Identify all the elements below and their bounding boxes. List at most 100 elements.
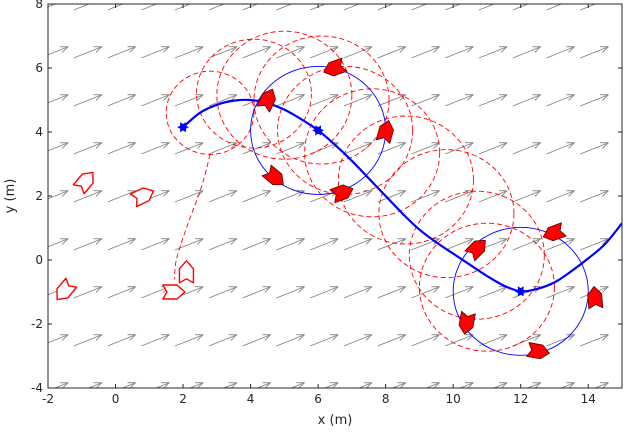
field-arrow-shaft xyxy=(343,94,372,107)
field-arrow-head xyxy=(600,334,610,341)
field-arrow-head xyxy=(465,286,475,293)
field-arrow-shaft xyxy=(377,238,406,251)
field-arrow-shaft xyxy=(546,4,563,11)
trajectory-path xyxy=(182,98,622,293)
field-arrow-shaft xyxy=(445,46,474,59)
field-arrow xyxy=(377,94,407,107)
field-arrow-head xyxy=(93,286,103,293)
field-arrow xyxy=(411,334,441,347)
field-arrow xyxy=(478,46,508,59)
vector-field xyxy=(48,4,610,388)
field-arrow-head xyxy=(194,334,204,341)
x-tick-label: 14 xyxy=(581,392,596,406)
field-arrow xyxy=(121,382,137,388)
field-arrow-head xyxy=(296,334,306,341)
field-arrow-shaft xyxy=(53,382,69,388)
field-arrow-head xyxy=(329,238,340,245)
field-arrow-shaft xyxy=(48,142,69,152)
field-arrow-shaft xyxy=(512,46,541,59)
field-arrow-head xyxy=(161,142,171,149)
field-arrow xyxy=(343,4,368,11)
field-arrow xyxy=(357,382,373,388)
field-arrow xyxy=(141,238,171,251)
field-arrow-shaft xyxy=(492,382,507,388)
field-arrow xyxy=(107,4,131,11)
field-arrow xyxy=(107,286,137,299)
field-arrow-shaft xyxy=(48,190,69,200)
vehicle-markers xyxy=(56,57,604,360)
field-arrow-shaft xyxy=(478,94,507,107)
field-arrow xyxy=(188,382,204,388)
field-arrow-head xyxy=(228,46,238,53)
field-arrow-shaft xyxy=(276,142,305,155)
field-arrow-shaft xyxy=(546,286,575,299)
field-arrow xyxy=(391,382,407,388)
field-arrow-head xyxy=(600,382,610,388)
field-arrow-shaft xyxy=(377,334,406,347)
field-arrow-head xyxy=(93,190,103,197)
field-arrow xyxy=(141,142,171,155)
field-arrow xyxy=(478,4,503,11)
field-arrow-head xyxy=(498,46,508,53)
field-arrow-head xyxy=(498,334,508,341)
field-arrow-shaft xyxy=(48,46,69,56)
field-arrow-head xyxy=(465,142,475,149)
field-arrow-shaft xyxy=(445,190,474,203)
field-arrow-shaft xyxy=(107,286,136,299)
field-arrow-shaft xyxy=(546,94,575,107)
y-tick-label: 0 xyxy=(35,253,43,267)
field-arrow-shaft xyxy=(580,334,609,347)
y-tick-label: -2 xyxy=(31,317,43,331)
field-arrow xyxy=(546,4,570,11)
field-arrow-head xyxy=(363,238,373,245)
field-arrow-head xyxy=(296,286,306,293)
field-arrow-shaft xyxy=(107,46,136,59)
field-arrow xyxy=(276,94,306,107)
vehicle-marker xyxy=(464,239,486,262)
field-arrow-shaft xyxy=(48,238,69,248)
field-arrow xyxy=(309,94,340,107)
waypoint-marker xyxy=(177,122,189,133)
field-arrow xyxy=(343,334,373,347)
field-arrow-head xyxy=(566,142,576,149)
vehicle-marker xyxy=(375,120,394,144)
field-arrow-shaft xyxy=(546,334,575,347)
field-arrow-head xyxy=(498,238,508,245)
field-arrow-shaft xyxy=(107,238,136,251)
field-arrow-head xyxy=(161,46,171,53)
field-arrow-shaft xyxy=(445,142,474,155)
field-arrow-shaft xyxy=(512,334,541,347)
field-arrow-head xyxy=(194,286,204,293)
field-arrow-shaft xyxy=(242,334,271,347)
field-arrow-shaft xyxy=(222,382,237,388)
field-arrow-shaft xyxy=(309,46,339,59)
field-arrow-head xyxy=(566,238,576,245)
field-arrow-shaft xyxy=(580,94,609,107)
field-arrow xyxy=(48,142,69,152)
vehicle-marker xyxy=(542,222,567,242)
field-arrow-head xyxy=(161,94,171,101)
field-arrow-head xyxy=(532,190,542,197)
field-arrow xyxy=(580,334,610,347)
field-arrow xyxy=(377,190,407,203)
field-arrow-head xyxy=(329,286,340,293)
field-arrow-shaft xyxy=(343,334,372,347)
field-arrow-shaft xyxy=(208,4,226,11)
field-arrow-shaft xyxy=(276,190,305,203)
field-arrow xyxy=(309,334,340,347)
field-arrow-head xyxy=(296,238,306,245)
field-arrow-shaft xyxy=(242,286,271,299)
field-arrow-shaft xyxy=(343,46,372,59)
field-arrow-head xyxy=(397,382,407,388)
field-arrow-head xyxy=(127,238,137,245)
field-arrow-head xyxy=(397,286,407,293)
vehicle-marker xyxy=(323,57,348,77)
field-arrow-shaft xyxy=(73,142,102,155)
field-arrow-shaft xyxy=(425,382,440,388)
field-arrow xyxy=(411,4,435,11)
x-tick-label: 10 xyxy=(446,392,461,406)
field-arrow-shaft xyxy=(411,142,440,155)
field-arrow-shaft xyxy=(107,334,136,347)
field-arrow-head xyxy=(566,190,576,197)
field-arrow-head xyxy=(363,382,373,388)
